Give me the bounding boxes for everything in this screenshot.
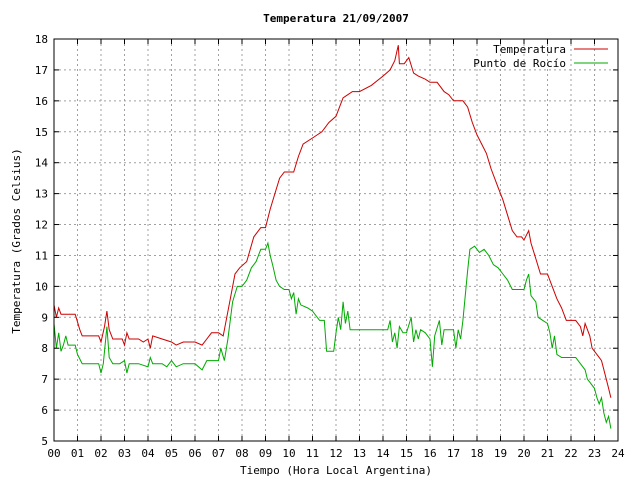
x-tick-label: 07 [212,447,225,460]
y-tick-label: 7 [41,373,48,386]
y-tick-label: 18 [35,33,48,46]
x-tick-label: 08 [235,447,248,460]
grid-lines [54,39,618,441]
y-tick-label: 14 [35,157,49,170]
x-tick-label: 17 [447,447,460,460]
x-tick-label: 01 [71,447,84,460]
x-tick-label: 19 [494,447,507,460]
series-lines [53,45,612,429]
x-tick-label: 09 [259,447,272,460]
x-tick-label: 02 [94,447,107,460]
axis-ticks [53,38,619,442]
y-tick-label: 10 [35,280,48,293]
legend-label: Punto de Rocío [473,57,566,70]
y-tick-label: 8 [41,342,48,355]
x-tick-label: 20 [517,447,530,460]
series-line-punto-de-rocio [53,241,612,429]
y-tick-label: 5 [41,435,48,448]
y-tick-label: 13 [35,188,48,201]
x-tick-label: 21 [541,447,554,460]
x-tick-label: 16 [423,447,436,460]
x-tick-label: 00 [47,447,60,460]
x-tick-label: 23 [588,447,601,460]
legend-label: Temperatura [493,43,566,56]
y-tick-label: 16 [35,95,48,108]
x-tick-label: 13 [353,447,366,460]
x-tick-label: 24 [611,447,625,460]
x-axis-label: Tiempo (Hora Local Argentina) [240,464,432,477]
x-tick-labels: 00 01 02 03 04 05 06 07 08 09 10 11 12 13 14 15 16 17 18 19… [47,447,625,460]
y-tick-label: 17 [35,64,48,77]
y-axis-label: Temperatura (Grados Celsius) [10,148,23,333]
chart-title: Temperatura 21/09/2007 [263,12,409,25]
y-tick-label: 9 [41,311,48,324]
y-tick-label: 15 [35,126,48,139]
x-tick-label: 03 [118,447,131,460]
y-tick-label: 6 [41,404,48,417]
x-tick-label: 18 [470,447,483,460]
x-tick-label: 04 [141,447,155,460]
x-tick-label: 10 [282,447,295,460]
y-tick-label: 12 [35,219,48,232]
y-tick-label: 11 [35,249,48,262]
series-line-temperatura [53,45,612,398]
x-tick-label: 12 [329,447,342,460]
x-tick-label: 14 [376,447,390,460]
y-tick-labels: 5 6 7 8 9 10 11 12 13 14 15 16 17 18 [35,33,49,448]
x-tick-label: 15 [400,447,413,460]
x-tick-label: 05 [165,447,178,460]
x-tick-label: 22 [564,447,577,460]
x-tick-label: 06 [188,447,201,460]
x-tick-label: 11 [306,447,319,460]
